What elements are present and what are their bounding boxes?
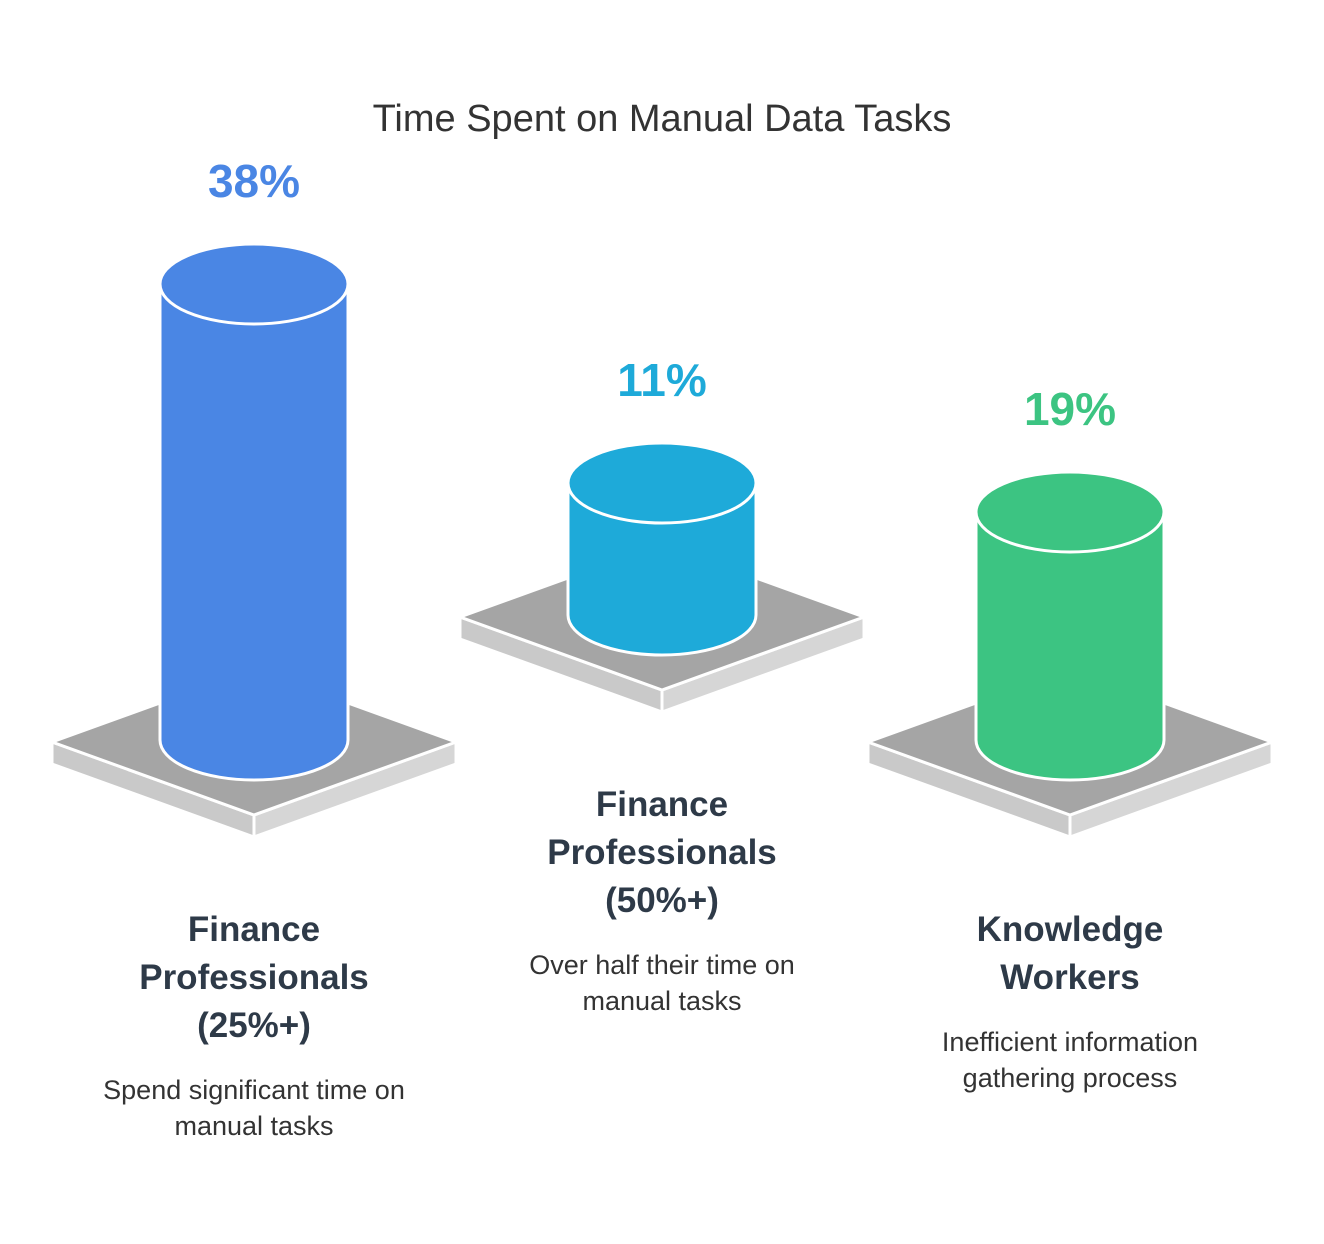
cylinder xyxy=(158,282,350,782)
cylinder-top xyxy=(566,441,758,525)
category-label: Knowledge Workers xyxy=(976,910,1164,997)
cylinder-top xyxy=(158,242,350,326)
cylinder-top xyxy=(974,470,1166,554)
value-label: 11% xyxy=(617,354,707,406)
cylinder xyxy=(566,481,758,657)
category-label: Finance Professionals (50%+) xyxy=(547,785,777,920)
value-label: 19% xyxy=(1023,383,1117,435)
value-label: 38% xyxy=(207,155,301,207)
category-description: Over half their time on manual tasks xyxy=(529,950,795,1016)
category-label: Finance Professionals (25%+) xyxy=(139,910,369,1045)
category-description: Inefficient information gathering proces… xyxy=(941,1027,1199,1093)
chart-title: Time Spent on Manual Data Tasks xyxy=(372,98,952,140)
cylinder xyxy=(974,510,1166,782)
category-description: Spend significant time on manual tasks xyxy=(103,1075,405,1141)
